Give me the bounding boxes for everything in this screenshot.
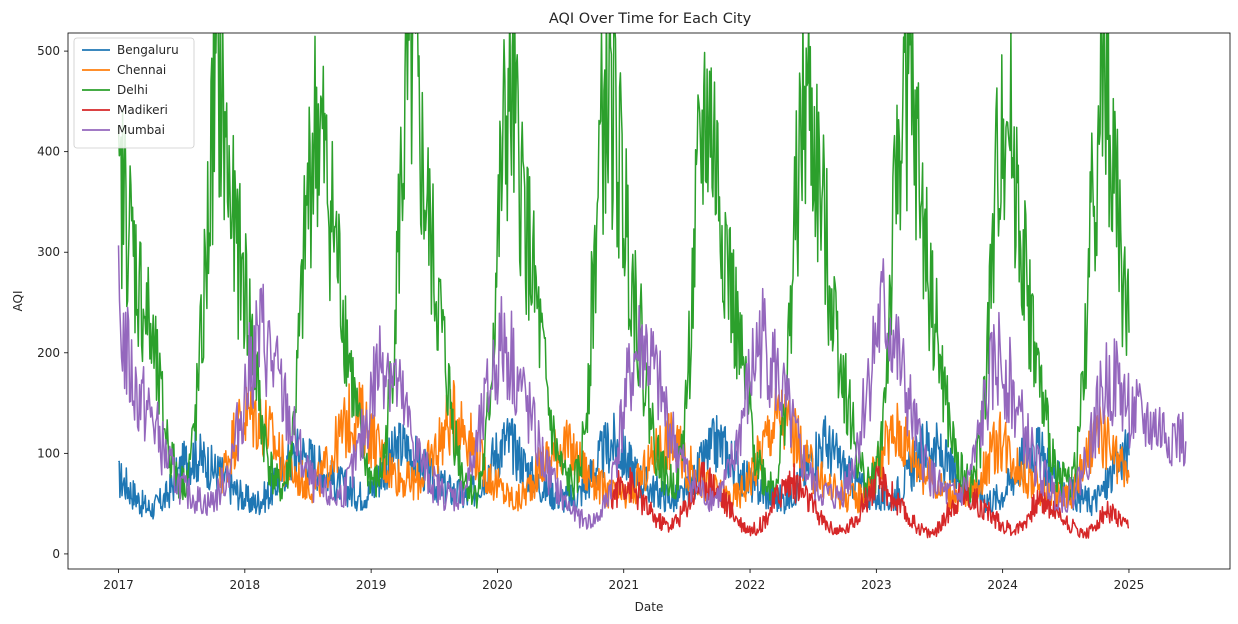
series-line-madikeri [610,461,1130,539]
y-tick-label: 300 [37,245,60,259]
x-tick-label: 2018 [230,578,261,592]
legend: Bengaluru Chennai Delhi Madikeri Mumbai [73,37,195,149]
legend-label-bengaluru: Bengaluru [117,43,179,57]
y-axis: 0 100 200 300 400 500 [37,44,68,561]
legend-label-delhi: Delhi [117,83,148,97]
series-line-bengaluru [117,412,1130,520]
x-tick-label: 2017 [103,578,134,592]
x-tick-label: 2022 [735,578,766,592]
y-tick-label: 100 [37,446,60,460]
x-tick-label: 2021 [608,578,639,592]
x-tick-label: 2019 [356,578,387,592]
legend-label-madikeri: Madikeri [117,103,168,117]
x-tick-label: 2023 [861,578,892,592]
legend-box [73,37,195,149]
x-tick-label: 2020 [482,578,513,592]
y-tick-label: 200 [37,346,60,360]
series-line-mumbai [117,245,1187,530]
x-tick-label: 2025 [1114,578,1145,592]
plot-frame [67,32,1231,570]
y-tick-label: 400 [37,145,60,159]
chart-title: AQI Over Time for Each City [549,11,752,27]
y-tick-label: 0 [52,547,60,561]
x-axis: 2017 2018 2019 2020 2021 2022 2023 2024 2025 [103,569,1144,592]
x-tick-label: 2024 [987,578,1018,592]
y-axis-label: AQI [11,291,25,312]
series-layer [117,33,1187,539]
legend-label-mumbai: Mumbai [117,123,165,137]
y-tick-label: 500 [37,44,60,58]
legend-label-chennai: Chennai [117,63,166,77]
x-axis-label: Date [635,600,664,614]
